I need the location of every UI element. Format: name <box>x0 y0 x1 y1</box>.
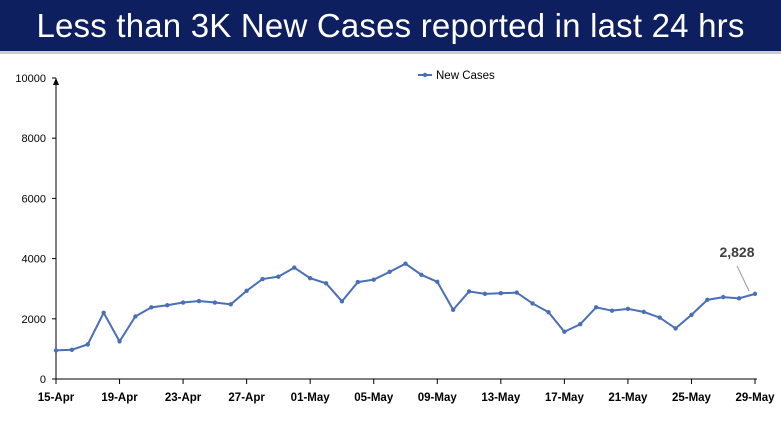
page-title: Less than 3K New Cases reported in last … <box>36 6 745 44</box>
y-tick-label: 0 <box>40 374 46 386</box>
data-point <box>355 279 361 285</box>
data-point <box>466 289 472 294</box>
annotation-label: 2,828 <box>719 244 754 260</box>
x-tick-label: 27-Apr <box>228 392 265 404</box>
data-point <box>625 306 631 312</box>
data-point <box>323 281 329 286</box>
data-point <box>276 274 281 279</box>
data-point <box>339 299 345 304</box>
data-point <box>196 298 202 304</box>
line-chart: 0 2000 4000 6000 8000 10000 15-Apr 19-Apr 23-Apr… <box>15 70 776 404</box>
data-point <box>244 288 249 294</box>
data-point <box>593 305 599 310</box>
data-point <box>514 290 519 295</box>
data-point <box>117 339 122 344</box>
y-tick-label: 4000 <box>22 254 46 266</box>
data-point <box>307 275 313 281</box>
x-tick-label: 23-Apr <box>165 392 202 404</box>
data-point <box>149 305 154 310</box>
data-point <box>260 276 265 282</box>
legend-label: New Cases <box>436 70 495 82</box>
y-axis-arrow <box>53 78 59 85</box>
data-point <box>435 279 440 284</box>
data-point <box>578 322 583 327</box>
y-tick-label: 6000 <box>22 193 46 205</box>
data-point <box>641 309 646 315</box>
x-tick-label: 25-May <box>672 392 712 404</box>
data-point <box>530 301 535 306</box>
data-point <box>673 326 678 331</box>
data-point <box>133 314 138 319</box>
data-point <box>292 265 297 270</box>
data-point <box>419 272 424 278</box>
x-tick-label: 01-May <box>291 392 331 404</box>
y-tick-label: 8000 <box>22 133 46 145</box>
x-tick-label: 17-May <box>545 392 585 404</box>
data-point <box>85 342 90 347</box>
x-tick-label: 15-Apr <box>38 392 75 404</box>
data-point <box>101 310 106 315</box>
data-point <box>69 347 75 353</box>
data-point <box>562 329 567 334</box>
x-tick-label: 09-May <box>418 392 458 404</box>
y-tick-label: 2000 <box>22 314 46 326</box>
series-line-new-cases <box>55 262 756 352</box>
data-point <box>387 269 392 275</box>
x-tick-label: 29-May <box>736 392 776 404</box>
x-tick-label: 05-May <box>354 392 394 404</box>
data-point <box>657 315 662 320</box>
data-point <box>721 294 726 300</box>
data-point <box>53 348 59 353</box>
title-bar: Less than 3K New Cases reported in last … <box>0 0 781 51</box>
data-point <box>403 261 408 266</box>
y-tick-label: 10000 <box>15 73 46 85</box>
data-point <box>450 307 456 312</box>
data-point <box>546 309 551 315</box>
title-underline <box>0 51 781 54</box>
annotation-leader-line <box>736 265 750 292</box>
x-tick-label: 19-Apr <box>101 392 138 404</box>
data-point <box>609 308 615 313</box>
data-point <box>180 300 186 305</box>
x-tick-label: 13-May <box>481 392 521 404</box>
data-point <box>212 300 218 305</box>
data-point <box>705 297 710 303</box>
legend-marker <box>422 72 428 78</box>
x-tick-label: 21-May <box>608 392 648 404</box>
data-point <box>165 303 170 308</box>
data-point <box>371 277 376 282</box>
data-point <box>498 291 504 296</box>
data-point <box>482 291 488 297</box>
data-point <box>736 296 742 301</box>
data-point <box>752 291 758 297</box>
data-point <box>689 312 694 318</box>
data-point <box>228 302 233 307</box>
